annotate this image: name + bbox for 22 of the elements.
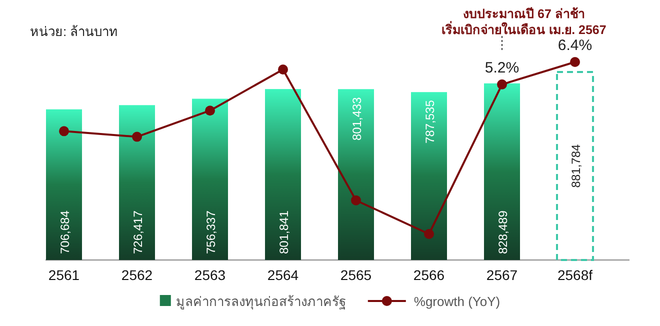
data-label: 828,489 xyxy=(496,210,510,254)
text: หน่วย: ล้านบาท xyxy=(30,24,118,39)
data-label: 787,535 xyxy=(423,100,437,144)
data-label: 706,684 xyxy=(58,210,72,254)
x-tick-label: 2563 xyxy=(194,267,226,283)
legend-label: %growth (YoY) xyxy=(414,294,500,309)
data-label: 881,784 xyxy=(569,144,583,188)
x-tick-label: 2565 xyxy=(340,267,372,283)
x-tick-label: 2568f xyxy=(557,267,593,283)
data-label: 5.2% xyxy=(484,59,520,76)
legend-label: มูลค่าการลงทุนก่อสร้างภาครัฐ xyxy=(176,294,346,310)
text: งบประมาณปี 67 ล่าช้า เริ่มเบิกจ่ายในเดือน เม.ย. 2567 xyxy=(442,7,606,37)
x-tick-label: 2562 xyxy=(121,267,153,283)
data-label: 726,417 xyxy=(131,210,145,254)
data-label: 6.4% xyxy=(558,37,592,54)
data-label: 801,433 xyxy=(350,96,364,141)
x-tick-label: 2564 xyxy=(267,267,299,283)
x-tick-label: 2566 xyxy=(413,267,445,283)
data-label: 801,841 xyxy=(277,210,291,254)
x-tick-label: 2561 xyxy=(48,267,80,283)
data-label: 756,337 xyxy=(204,210,218,254)
x-tick-label: 2567 xyxy=(486,267,518,283)
